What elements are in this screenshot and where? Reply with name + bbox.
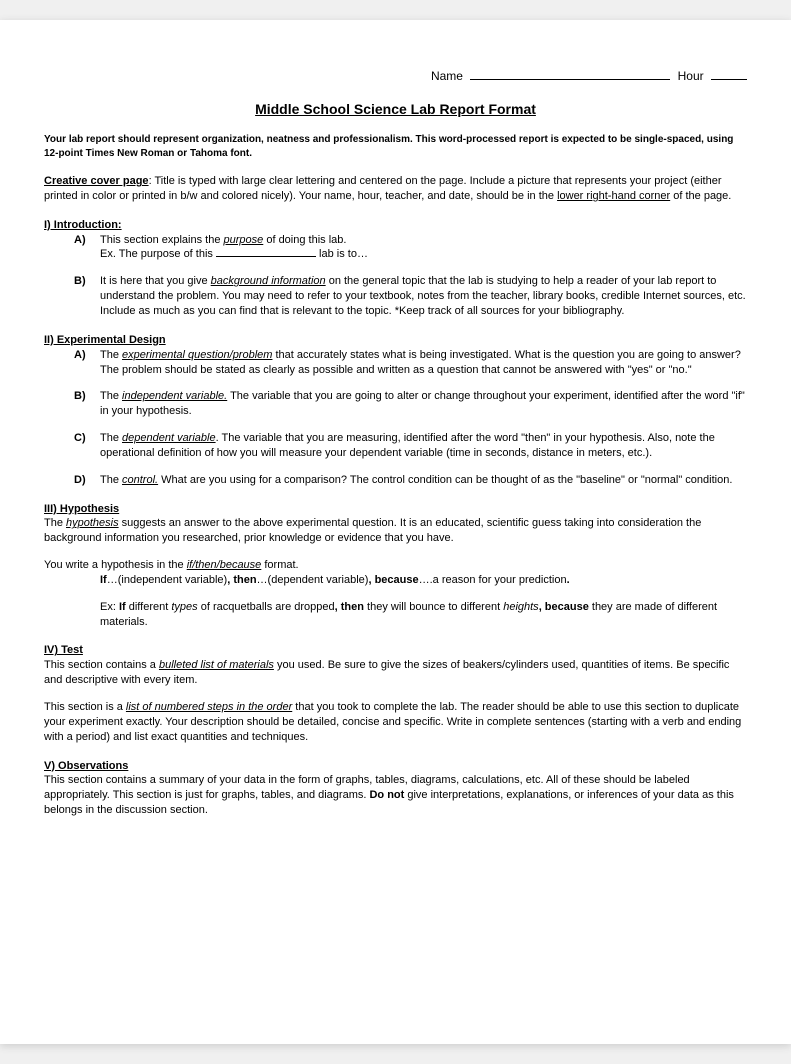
section-test: IV) Test This section contains a bullete…	[44, 643, 747, 744]
page-title: Middle School Science Lab Report Format	[44, 100, 747, 119]
document-page: Name Hour Middle School Science Lab Repo…	[0, 20, 791, 1044]
preamble: Your lab report should represent organiz…	[44, 133, 747, 160]
test-p1: This section contains a bulleted list of…	[44, 658, 747, 688]
intro-a-letter: A)	[74, 233, 96, 248]
hyp-format: If…(independent variable), then…(depende…	[100, 573, 747, 588]
fmt-reason: ….a reason for your prediction	[419, 574, 567, 586]
exp-a-term: experimental question/problem	[122, 349, 272, 361]
header-fields: Name Hour	[44, 68, 747, 84]
intro-b-pre: It is here that you give	[100, 275, 211, 287]
exp-head: II) Experimental Design	[44, 333, 747, 348]
ex-if: If	[119, 601, 126, 613]
fmt-then: , then	[227, 574, 256, 586]
intro-a: A) This section explains the purpose of …	[74, 233, 747, 263]
exp-d-post: What are you using for a comparison? The…	[158, 474, 732, 486]
exp-b: B) The independent variable. The variabl…	[74, 389, 747, 419]
exp-b-letter: B)	[74, 389, 96, 404]
section-observations: V) Observations This section contains a …	[44, 759, 747, 818]
exp-c-pre: The	[100, 432, 122, 444]
name-label: Name	[431, 69, 463, 83]
exp-c-term: dependent variable	[122, 432, 216, 444]
fmt-period: .	[567, 574, 570, 586]
test-head: IV) Test	[44, 643, 747, 658]
intro-b-letter: B)	[74, 274, 96, 289]
ex-b: of racquetballs are dropped	[198, 601, 335, 613]
hour-label: Hour	[678, 69, 704, 83]
exp-b-pre: The	[100, 390, 122, 402]
exp-d: D) The control. What are you using for a…	[74, 473, 747, 488]
ex-a: different	[126, 601, 172, 613]
test-p1-pre: This section contains a	[44, 659, 159, 671]
fmt-if: If	[100, 574, 107, 586]
test-p2-pre: This section is a	[44, 701, 126, 713]
test-p2-term: list of numbered steps in the order	[126, 701, 292, 713]
exp-a: A) The experimental question/problem tha…	[74, 348, 747, 378]
ex-then: , then	[335, 601, 364, 613]
name-blank	[470, 79, 670, 80]
exp-d-letter: D)	[74, 473, 96, 488]
intro-a-term: purpose	[224, 234, 264, 246]
obs-head: V) Observations	[44, 759, 747, 774]
intro-head: I) Introduction:	[44, 218, 747, 233]
hyp-p2: You write a hypothesis in the if/then/be…	[44, 558, 747, 573]
hyp-p1: The hypothesis suggests an answer to the…	[44, 516, 747, 546]
exp-a-letter: A)	[74, 348, 96, 363]
intro-a-ex-pre: Ex. The purpose of this	[100, 248, 216, 260]
hyp-example: Ex: If different types of racquetballs a…	[100, 600, 747, 630]
obs-bold: Do not	[369, 789, 404, 801]
cover-lead: Creative cover page	[44, 175, 149, 187]
intro-a-pre: This section explains the	[100, 234, 224, 246]
hyp-p2-pre: You write a hypothesis in the	[44, 559, 187, 571]
exp-b-term: independent variable.	[122, 390, 227, 402]
cover-underline: lower right-hand corner	[557, 190, 670, 202]
intro-a-post: of doing this lab.	[263, 234, 346, 246]
intro-b-term: background information	[211, 275, 326, 287]
hyp-p2-post: format.	[261, 559, 298, 571]
exp-a-pre: The	[100, 349, 122, 361]
fmt-dv: …(dependent variable)	[257, 574, 369, 586]
intro-a-blank	[216, 256, 316, 257]
hyp-head: III) Hypothesis	[44, 502, 747, 517]
exp-c: C) The dependent variable. The variable …	[74, 431, 747, 461]
section-introduction: I) Introduction: A) This section explain…	[44, 218, 747, 319]
fmt-iv: …(independent variable)	[107, 574, 227, 586]
cover-page-block: Creative cover page: Title is typed with…	[44, 174, 747, 204]
hour-blank	[711, 79, 747, 80]
cover-text-2: of the page.	[670, 190, 731, 202]
ex-heights: heights	[503, 601, 538, 613]
exp-d-pre: The	[100, 474, 122, 486]
hyp-p1-post: suggests an answer to the above experime…	[44, 517, 701, 544]
test-p1-term: bulleted list of materials	[159, 659, 274, 671]
section-hypothesis: III) Hypothesis The hypothesis suggests …	[44, 502, 747, 630]
intro-a-ex-post: lab is to…	[316, 248, 368, 260]
fmt-because: , because	[368, 574, 418, 586]
ex-because: , because	[539, 601, 589, 613]
ex-c: they will bounce to different	[364, 601, 503, 613]
exp-d-term: control.	[122, 474, 158, 486]
section-experimental: II) Experimental Design A) The experimen…	[44, 333, 747, 488]
hyp-p2-term: if/then/because	[187, 559, 262, 571]
hyp-p1-term: hypothesis	[66, 517, 119, 529]
intro-b: B) It is here that you give background i…	[74, 274, 747, 319]
ex-types: types	[171, 601, 197, 613]
test-p2: This section is a list of numbered steps…	[44, 700, 747, 745]
obs-p: This section contains a summary of your …	[44, 773, 747, 818]
hyp-p1-pre: The	[44, 517, 66, 529]
ex-pre: Ex:	[100, 601, 119, 613]
exp-c-letter: C)	[74, 431, 96, 446]
